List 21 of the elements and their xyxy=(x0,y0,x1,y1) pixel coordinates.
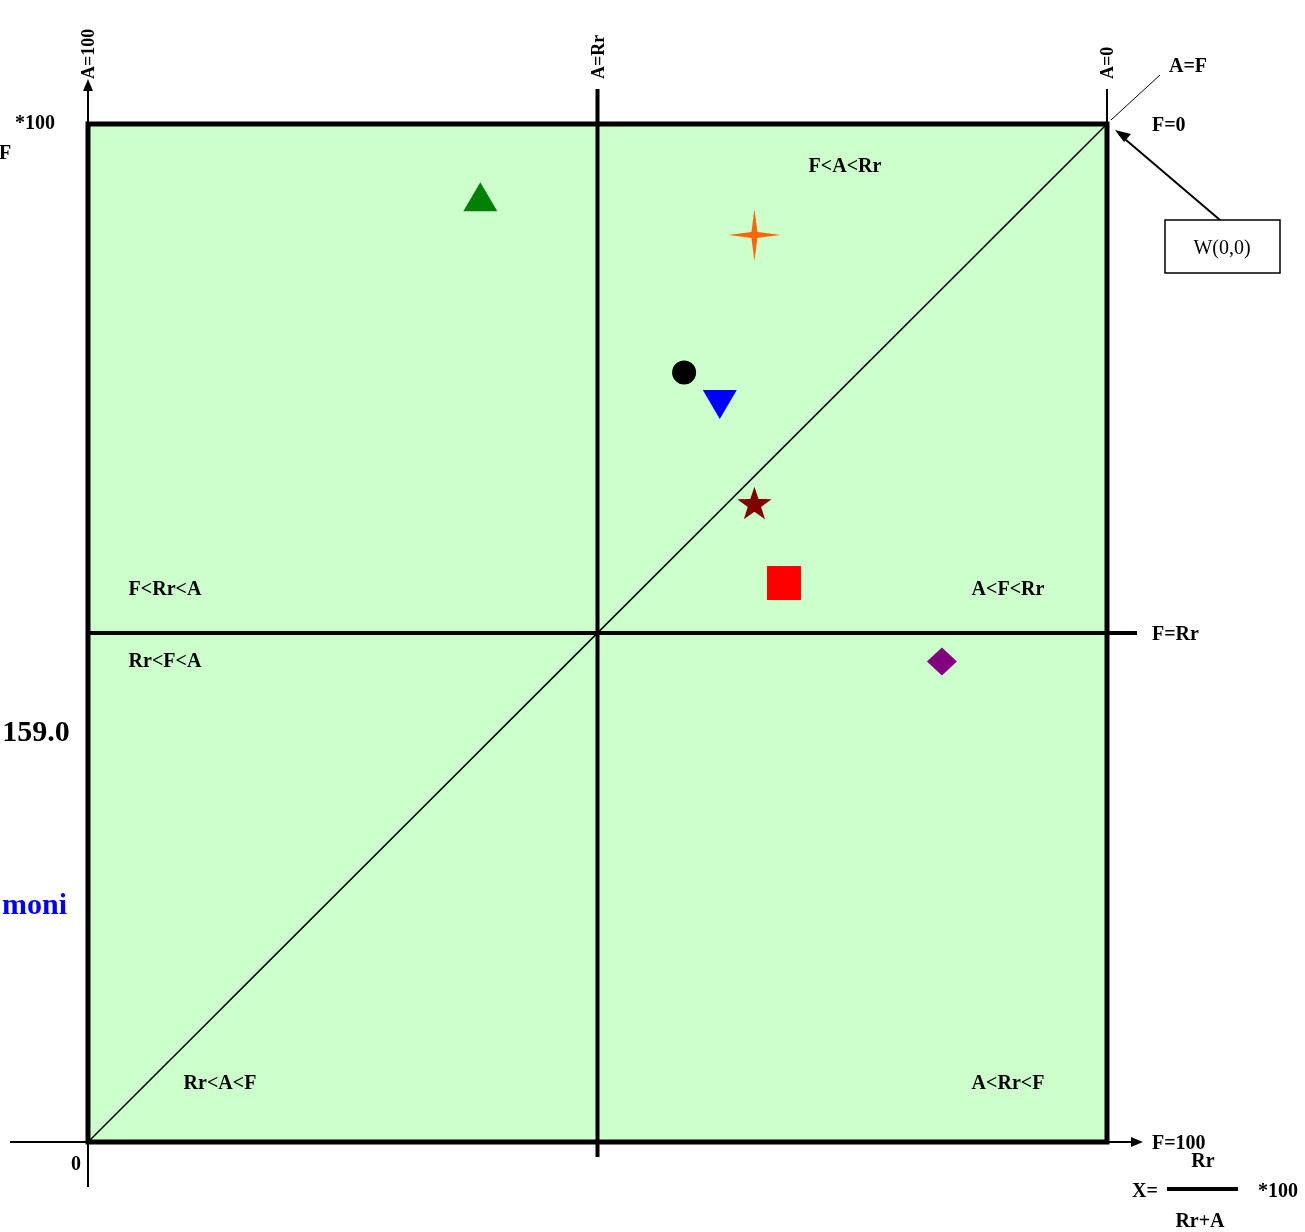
annotation: Rr<F<A xyxy=(128,649,202,671)
text: *100 xyxy=(1258,1179,1298,1201)
x-tick-label: A=100 xyxy=(78,28,98,79)
text: *100 xyxy=(15,111,55,133)
annotation: Rr<A<F xyxy=(183,1071,257,1093)
annotation: A<Rr<F xyxy=(971,1071,1045,1093)
y-tick-label: F=0 xyxy=(1152,113,1186,135)
annotation: F<A<Rr xyxy=(808,154,882,176)
annotation: F<Rr<A xyxy=(128,577,202,599)
text: F xyxy=(0,141,12,163)
text: 159.0 xyxy=(2,714,70,747)
text: A=F xyxy=(1168,54,1208,76)
text: 0 xyxy=(71,1152,81,1174)
text: X= xyxy=(1132,1179,1158,1201)
ref-line-label: A=Rr xyxy=(587,34,608,79)
text: W(0,0) xyxy=(1193,236,1251,259)
annotation: A<F<Rr xyxy=(971,577,1045,599)
ref-line-label: F=Rr xyxy=(1152,622,1200,644)
x-tick-label: A=0 xyxy=(1097,46,1117,79)
text: Rr+A xyxy=(1175,1209,1226,1231)
text: moni xyxy=(2,887,68,920)
